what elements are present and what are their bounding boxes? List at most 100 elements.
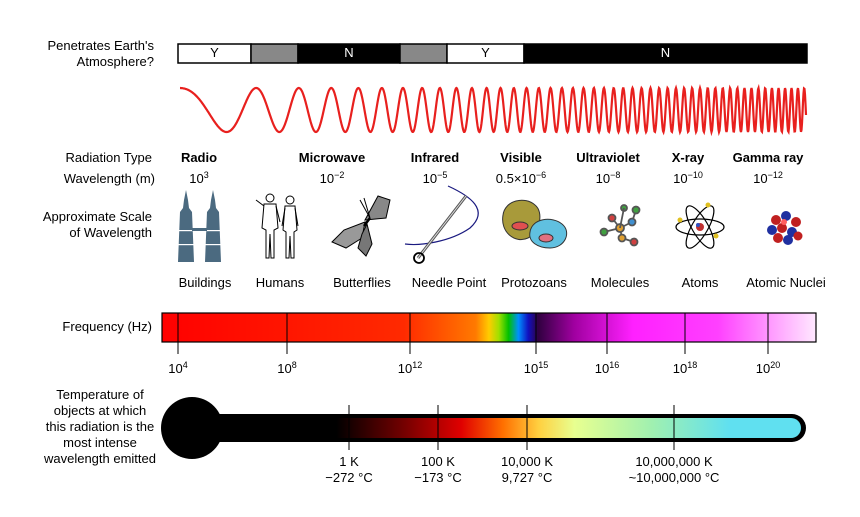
temperature-kelvin: 100 K (421, 454, 455, 469)
base: 10 (422, 171, 438, 186)
atmosphere-segment-label: Y (210, 45, 219, 60)
base: 10 (277, 361, 292, 376)
radiation-type-name: Gamma ray (732, 150, 804, 165)
temp-line-3: this radiation is the (45, 419, 155, 434)
radiation-wavelength: 103 (189, 171, 208, 187)
butterfly-icon (331, 195, 391, 257)
exponent: 3 (203, 170, 209, 180)
approximate-scale-label: Approximate Scale of Wavelength (43, 209, 152, 241)
radiation-wavelength: 10−8 (596, 171, 621, 187)
scale-object-label: Humans (255, 275, 305, 290)
frequency-spectrum-bar (161, 312, 817, 343)
temperature-celsius: 9,727 °C (501, 470, 553, 485)
wave-decreasing-wavelength (180, 83, 808, 137)
protozoan-icon (502, 199, 568, 249)
base: 10 (672, 361, 688, 376)
scale-object-label: Atoms (681, 275, 719, 290)
scale-line-2: of Wavelength (69, 225, 152, 240)
scale-object-label: Buildings (178, 275, 232, 290)
exponent: −2 (334, 170, 345, 180)
frequency-tick-label: 1018 (673, 361, 697, 377)
needle-icon (404, 185, 479, 264)
temperature-celsius: ~10,000,000 °C (628, 470, 720, 485)
temperature-ticks (348, 405, 675, 450)
temperature-kelvin: 1 K (339, 454, 359, 469)
atmosphere-segment-label: N (660, 45, 671, 60)
exponent: 15 (538, 360, 549, 370)
thermometer (161, 397, 806, 459)
temperature-label: Temperature of objects at which this rad… (44, 387, 156, 467)
nucleus-icon (767, 211, 803, 245)
base: 10 (594, 361, 610, 376)
wavelength-label: Wavelength (m) (63, 171, 155, 186)
exponent: −10 (687, 170, 703, 180)
scale-object-label: Needle Point (411, 275, 487, 290)
radiation-type-name: Visible (500, 150, 542, 165)
base: 10 (595, 171, 611, 186)
temp-line-4: most intense (63, 435, 137, 450)
frequency-label: Frequency (Hz) (62, 319, 152, 334)
atmosphere-segment (399, 43, 448, 64)
radiation-wavelength: 10−10 (673, 171, 703, 187)
frequency-tick-label: 104 (168, 361, 187, 377)
scale-object-label: Molecules (590, 275, 650, 290)
temperature-celsius: −272 °C (325, 470, 373, 485)
exponent: −6 (535, 170, 547, 180)
base: 10 (397, 361, 413, 376)
scale-object-label: Protozoans (501, 275, 567, 290)
radiation-wavelength: 10−2 (320, 171, 345, 187)
exponent: 18 (687, 360, 698, 370)
penetrates-line-1: Penetrates Earth's (47, 38, 154, 53)
atmosphere-segment (250, 43, 299, 64)
exponent: 4 (182, 360, 188, 370)
radiation-type-name: Microwave (298, 150, 366, 165)
radiation-wavelength: 10−12 (753, 171, 783, 187)
temp-line-1: Temperature of (56, 387, 144, 402)
radiation-type-name: X-ray (671, 150, 705, 165)
radiation-wavelength: 0.5×10−6 (496, 171, 546, 187)
temp-line-2: objects at which (53, 403, 147, 418)
exponent: 20 (770, 360, 781, 370)
radiation-type-name: Infrared (410, 150, 460, 165)
scale-object-label: Atomic Nuclei (746, 275, 826, 290)
base: 10 (523, 361, 539, 376)
atmosphere-segment-label: N (344, 45, 354, 60)
exponent: −12 (767, 170, 783, 180)
base: 10 (755, 361, 771, 376)
radiation-type-name: Ultraviolet (576, 150, 640, 165)
penetrates-atmosphere-label: Penetrates Earth's Atmosphere? (47, 38, 154, 70)
base: 10 (189, 171, 204, 186)
frequency-tick-label: 1020 (756, 361, 780, 377)
frequency-ticks (177, 313, 769, 354)
atom-icon (675, 202, 725, 249)
temperature-kelvin: 10,000 K (500, 454, 554, 469)
frequency-tick-label: 1016 (595, 361, 619, 377)
radiation-type-name: Radio (180, 150, 218, 165)
scale-line-1: Approximate Scale (42, 209, 152, 224)
atmosphere-bar (177, 43, 808, 64)
base: 10 (168, 361, 183, 376)
frequency-tick-label: 108 (277, 361, 296, 377)
penetrates-line-2: Atmosphere? (76, 54, 154, 69)
humans-icon (255, 193, 299, 259)
base: 0.5×10 (495, 171, 536, 186)
base: 10 (753, 171, 768, 186)
temperature-kelvin: 10,000,000 K (635, 454, 713, 469)
base: 10 (673, 171, 688, 186)
scale-object-label: Butterflies (333, 275, 391, 290)
frequency-tick-label: 1012 (398, 361, 422, 377)
exponent: 8 (291, 360, 297, 370)
frequency-tick-label: 1015 (524, 361, 548, 377)
atmosphere-segment (523, 43, 808, 64)
temp-line-5: wavelength emitted (43, 451, 156, 466)
radiation-wavelength: 10−5 (423, 171, 448, 187)
buildings-icon (178, 190, 221, 262)
exponent: 16 (609, 360, 620, 370)
radiation-type-label: Radiation Type (65, 150, 153, 165)
exponent: −5 (437, 170, 448, 180)
base: 10 (319, 171, 335, 186)
temperature-celsius: −173 °C (414, 470, 462, 485)
molecule-icon (599, 204, 641, 247)
exponent: −8 (610, 170, 621, 180)
